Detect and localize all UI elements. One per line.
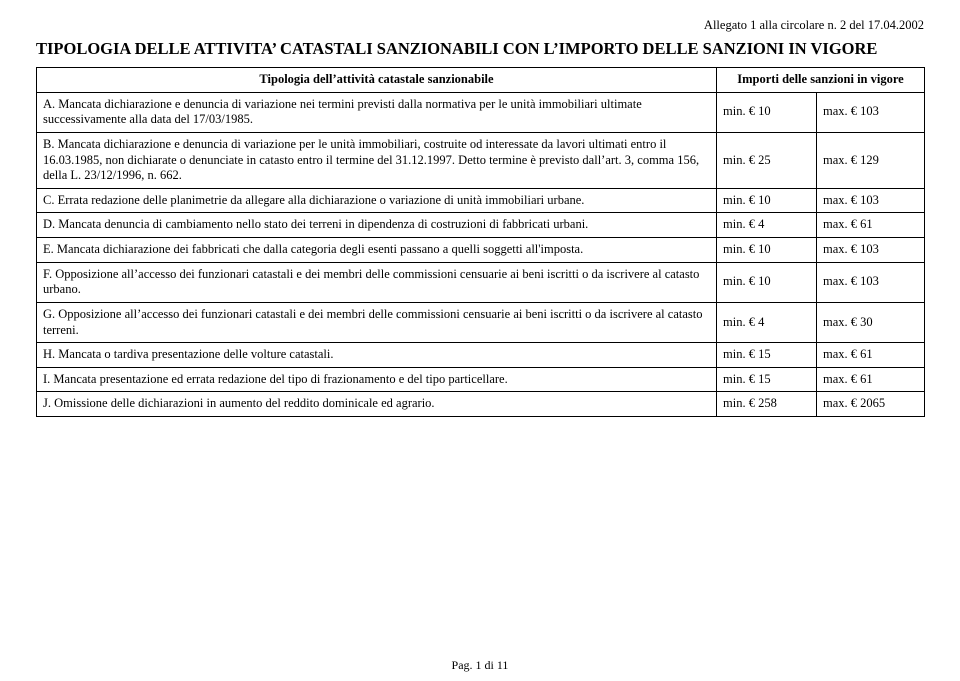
row-desc: J. Omissione delle dichiarazioni in aume… [37, 392, 717, 417]
table-row: G. Opposizione all’accesso dei funzionar… [37, 302, 925, 342]
sanzioni-table: Tipologia dell’attività catastale sanzio… [36, 67, 925, 417]
row-desc: E. Mancata dichiarazione dei fabbricati … [37, 238, 717, 263]
table-row: C. Errata redazione delle planimetrie da… [37, 188, 925, 213]
table-row: J. Omissione delle dichiarazioni in aume… [37, 392, 925, 417]
row-min: min. € 258 [717, 392, 817, 417]
table-header-row: Tipologia dell’attività catastale sanzio… [37, 68, 925, 93]
row-desc: B. Mancata dichiarazione e denuncia di v… [37, 132, 717, 188]
table-row: H. Mancata o tardiva presentazione delle… [37, 343, 925, 368]
table-row: B. Mancata dichiarazione e denuncia di v… [37, 132, 925, 188]
document-page: Allegato 1 alla circolare n. 2 del 17.04… [0, 0, 960, 681]
row-desc: C. Errata redazione delle planimetrie da… [37, 188, 717, 213]
row-min: min. € 10 [717, 92, 817, 132]
row-desc: I. Mancata presentazione ed errata redaz… [37, 367, 717, 392]
table-header-col23: Importi delle sanzioni in vigore [717, 68, 925, 93]
row-max: max. € 103 [817, 262, 925, 302]
table-row: A. Mancata dichiarazione e denuncia di v… [37, 92, 925, 132]
row-max: max. € 61 [817, 213, 925, 238]
table-row: I. Mancata presentazione ed errata redaz… [37, 367, 925, 392]
row-min: min. € 4 [717, 213, 817, 238]
row-max: max. € 103 [817, 92, 925, 132]
row-max: max. € 103 [817, 188, 925, 213]
header-right-annotation: Allegato 1 alla circolare n. 2 del 17.04… [36, 18, 924, 33]
row-min: min. € 25 [717, 132, 817, 188]
row-max: max. € 103 [817, 238, 925, 263]
table-header-col1: Tipologia dell’attività catastale sanzio… [37, 68, 717, 93]
row-desc: H. Mancata o tardiva presentazione delle… [37, 343, 717, 368]
page-footer: Pag. 1 di 11 [0, 658, 960, 673]
row-desc: F. Opposizione all’accesso dei funzionar… [37, 262, 717, 302]
row-desc: A. Mancata dichiarazione e denuncia di v… [37, 92, 717, 132]
table-row: D. Mancata denuncia di cambiamento nello… [37, 213, 925, 238]
table-row: E. Mancata dichiarazione dei fabbricati … [37, 238, 925, 263]
page-title: TIPOLOGIA DELLE ATTIVITA’ CATASTALI SANZ… [36, 39, 924, 59]
row-desc: G. Opposizione all’accesso dei funzionar… [37, 302, 717, 342]
row-max: max. € 30 [817, 302, 925, 342]
row-max: max. € 129 [817, 132, 925, 188]
row-min: min. € 4 [717, 302, 817, 342]
row-desc: D. Mancata denuncia di cambiamento nello… [37, 213, 717, 238]
row-min: min. € 15 [717, 343, 817, 368]
row-max: max. € 2065 [817, 392, 925, 417]
row-min: min. € 10 [717, 238, 817, 263]
row-min: min. € 15 [717, 367, 817, 392]
row-min: min. € 10 [717, 188, 817, 213]
row-max: max. € 61 [817, 343, 925, 368]
row-max: max. € 61 [817, 367, 925, 392]
table-row: F. Opposizione all’accesso dei funzionar… [37, 262, 925, 302]
row-min: min. € 10 [717, 262, 817, 302]
